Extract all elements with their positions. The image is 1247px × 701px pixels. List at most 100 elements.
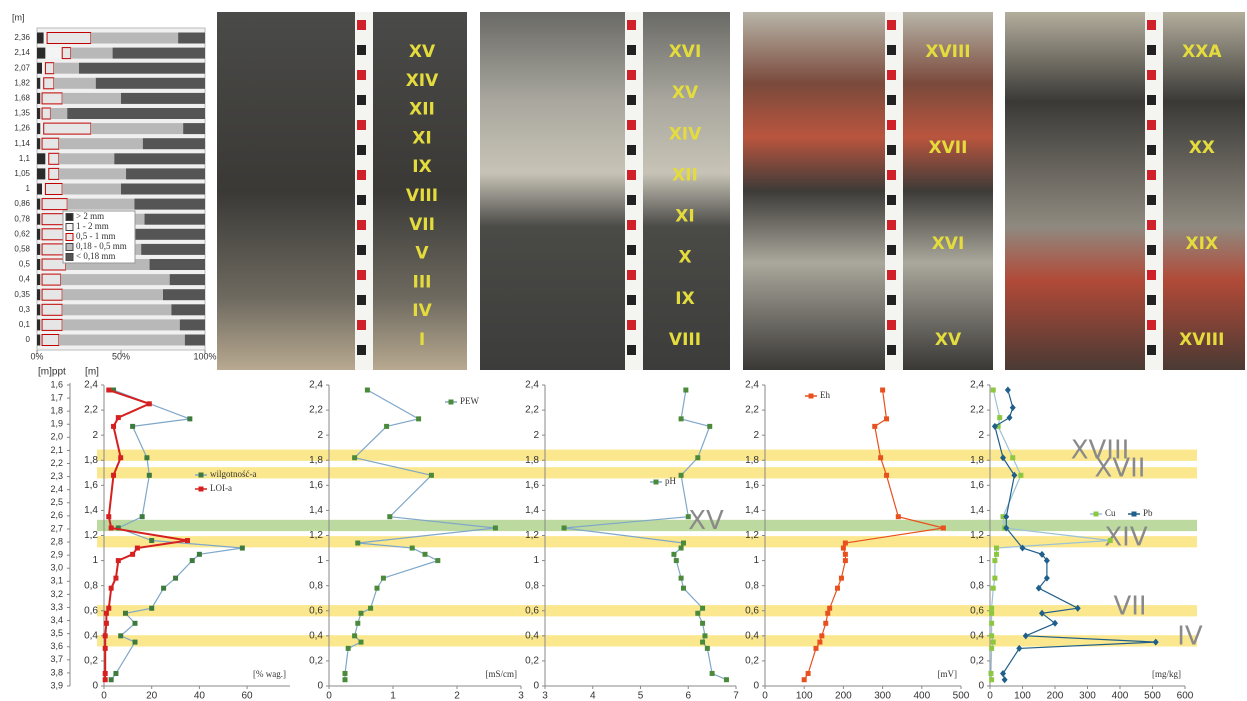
y-tick-label: 1,2 xyxy=(745,530,759,541)
photo xyxy=(1005,12,1245,370)
y-tick-label: 1,8 xyxy=(745,455,759,466)
ruler-mark xyxy=(1147,195,1156,205)
photo-label: XIV xyxy=(669,124,702,144)
bar-segment xyxy=(37,214,40,225)
y2-tick-label: 1,9 xyxy=(50,419,63,429)
marker xyxy=(705,646,710,651)
marker xyxy=(106,388,111,393)
ruler-mark xyxy=(887,270,896,280)
y-tick-label: 1,8 xyxy=(84,455,98,466)
y-tick-label: 1,4 xyxy=(525,505,539,516)
bar-segment xyxy=(59,168,126,179)
marker xyxy=(355,621,360,626)
bar-segment xyxy=(62,48,70,59)
y-tick-label: 0,8 xyxy=(525,580,539,591)
x-tick-label: 40 xyxy=(194,691,206,701)
marker xyxy=(710,671,715,676)
ruler xyxy=(885,12,903,370)
bar-segment xyxy=(40,78,43,89)
ruler-mark xyxy=(357,295,366,305)
bar-segment xyxy=(180,319,205,330)
y-tick-label: 1,05 xyxy=(14,169,30,178)
marker xyxy=(111,424,116,429)
ruler-mark xyxy=(1147,95,1156,105)
marker xyxy=(997,415,1002,420)
band-label: XVII xyxy=(1095,453,1146,483)
photo-label: XII xyxy=(672,165,698,185)
marker xyxy=(147,401,152,406)
y-tick-label: 1 xyxy=(26,184,31,193)
marker xyxy=(681,541,686,546)
marker xyxy=(695,611,700,616)
ruler-mark xyxy=(887,70,896,80)
bar-segment xyxy=(67,108,205,119)
x-tick-label: 100% xyxy=(193,351,216,361)
bar-segment xyxy=(54,78,96,89)
bar-segment xyxy=(126,168,205,179)
bar-segment xyxy=(45,63,53,74)
x-tick-label: 200 xyxy=(835,691,852,701)
bar-segment xyxy=(42,138,59,149)
legend-swatch xyxy=(66,254,73,261)
y-tick-label: 1,82 xyxy=(14,78,30,87)
marker xyxy=(423,552,428,557)
y2-axis-title: [m]ppt xyxy=(38,367,66,378)
marker xyxy=(841,546,846,551)
marker xyxy=(140,514,145,519)
bar-segment xyxy=(61,274,170,285)
ruler-mark xyxy=(887,220,896,230)
y-tick-label: 0 xyxy=(317,681,323,692)
y-tick-label: 1,6 xyxy=(84,480,98,491)
marker xyxy=(989,677,994,682)
x-tick-label: 100 xyxy=(796,691,813,701)
bar-segment xyxy=(47,33,91,44)
marker xyxy=(384,424,389,429)
bar-segment xyxy=(44,33,47,44)
y2-tick-label: 3,4 xyxy=(50,615,63,625)
y-tick-label: 2,4 xyxy=(309,380,323,391)
marker xyxy=(113,576,118,581)
y-tick-label: 1,6 xyxy=(745,480,759,491)
y2-tick-label: 3,2 xyxy=(50,589,63,599)
bar-segment xyxy=(42,108,50,119)
band xyxy=(97,450,1197,461)
bar-segment xyxy=(37,184,42,195)
marker xyxy=(365,388,370,393)
y2-tick-label: 3,9 xyxy=(50,680,63,690)
marker xyxy=(435,558,440,563)
y-tick-label: 2 xyxy=(92,430,98,441)
band xyxy=(97,520,1197,531)
x-tick-label: 3 xyxy=(518,691,524,701)
ruler-mark xyxy=(357,195,366,205)
marker xyxy=(813,646,818,651)
legend-label: Cu xyxy=(1105,508,1116,518)
x-tick-label: 0 xyxy=(987,691,993,701)
y-tick-label: 2,4 xyxy=(745,380,759,391)
legend-marker xyxy=(1132,512,1137,517)
y-tick-label: 1,35 xyxy=(14,109,30,118)
x-tick-label: 60 xyxy=(242,691,254,701)
photo-label: XV xyxy=(672,83,699,103)
y-tick-label: 0,3 xyxy=(19,305,31,314)
bar-segment xyxy=(37,33,44,44)
bar-segment xyxy=(42,259,66,270)
marker xyxy=(827,606,832,611)
bar-segment xyxy=(45,153,48,164)
x-tick-label: 0 xyxy=(326,691,332,701)
bar-segment xyxy=(37,153,45,164)
y-tick-label: 0,2 xyxy=(970,656,984,667)
y-axis-title: [m] xyxy=(12,12,25,22)
y-tick-label: 1,1 xyxy=(19,154,31,163)
marker xyxy=(118,633,123,638)
marker xyxy=(872,424,877,429)
x-tick-label: 5 xyxy=(638,691,644,701)
photo xyxy=(743,12,993,370)
marker xyxy=(359,640,364,645)
marker xyxy=(686,514,691,519)
legend-marker xyxy=(199,487,204,492)
legend-swatch xyxy=(66,234,73,241)
y-tick-label: 0,4 xyxy=(745,630,759,641)
bar-segment xyxy=(37,123,40,134)
ruler-mark xyxy=(1147,295,1156,305)
x-tick-label: 1 xyxy=(390,691,396,701)
